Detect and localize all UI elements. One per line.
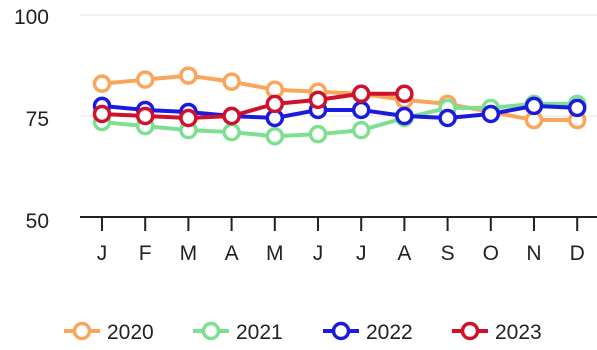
x-tick-label: M — [180, 242, 198, 265]
data-point — [135, 70, 155, 89]
data-point — [135, 106, 155, 126]
x-tick-label: D — [570, 242, 585, 265]
data-point — [395, 84, 414, 104]
legend-item: 2023 — [452, 321, 542, 344]
data-point — [92, 104, 112, 124]
x-tick-label: O — [483, 242, 499, 265]
x-tick-label: A — [225, 242, 239, 265]
data-point — [265, 94, 285, 114]
legend-label: 2020 — [107, 321, 154, 344]
data-point — [351, 120, 371, 140]
series-2023 — [92, 84, 414, 128]
x-tick-label: J — [313, 242, 324, 265]
legend-swatch-marker — [201, 321, 221, 341]
data-point — [222, 106, 241, 126]
legend-swatch-marker — [331, 321, 351, 341]
y-tick-label: 50 — [26, 210, 49, 233]
data-point — [222, 72, 241, 91]
y-axis-tick-labels: 100 75 50 — [14, 6, 49, 233]
data-point — [308, 124, 328, 144]
data-point — [481, 104, 501, 124]
legend-label: 2021 — [236, 321, 283, 344]
data-point — [395, 106, 414, 126]
data-point — [179, 66, 198, 85]
data-point — [524, 96, 544, 116]
y-tick-label: 75 — [26, 108, 49, 131]
data-point — [265, 126, 285, 146]
legend-item: 2020 — [64, 321, 154, 344]
legend-label: 2022 — [366, 321, 413, 344]
x-tick-label: S — [441, 242, 455, 265]
data-point — [92, 74, 112, 93]
x-tick-label: F — [139, 242, 152, 265]
x-tick-label: J — [356, 242, 367, 265]
data-point — [351, 100, 371, 120]
legend: 2020 2021 2022 2023 — [64, 321, 542, 344]
legend-label: 2023 — [495, 321, 542, 344]
legend-item: 2021 — [193, 321, 283, 344]
series-lines — [92, 66, 587, 146]
data-point — [567, 98, 587, 118]
data-point — [222, 122, 241, 142]
legend-swatch-marker — [72, 321, 92, 341]
series-2022 — [92, 96, 587, 128]
legend-item: 2022 — [323, 321, 413, 344]
x-tick-label: M — [266, 242, 284, 265]
x-tick-label: J — [97, 242, 108, 265]
data-point — [308, 90, 328, 110]
series-2021 — [92, 94, 587, 146]
legend-swatch-marker — [460, 321, 480, 341]
data-point — [438, 108, 457, 128]
x-tick-label: N — [526, 242, 541, 265]
y-tick-label: 100 — [14, 6, 49, 29]
grid-lines — [80, 14, 597, 117]
x-tick-label: A — [397, 242, 411, 265]
data-point — [179, 108, 198, 128]
data-point — [351, 84, 371, 104]
